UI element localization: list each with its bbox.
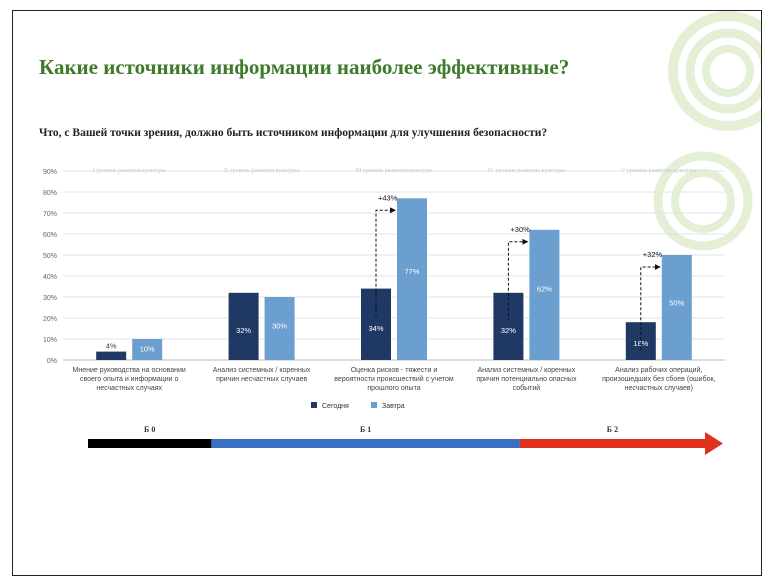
y-tick-label: 90% xyxy=(43,169,57,176)
category-label: причин несчастных случаев xyxy=(216,376,307,383)
data-label: 34% xyxy=(368,324,383,333)
group-header: II уровень развития культуры xyxy=(224,168,299,174)
decorative-logo-arcs xyxy=(653,11,761,251)
category-label: Анализ рабочих операций, xyxy=(615,366,702,374)
data-label: 77% xyxy=(404,267,419,276)
category-label: несчастных случаев) xyxy=(625,385,693,392)
legend-swatch xyxy=(311,402,317,408)
band-label: Б 2 xyxy=(607,425,618,434)
band-segment xyxy=(88,439,212,448)
chart-question: Что, с Вашей точки зрения, должно быть и… xyxy=(39,127,548,139)
category-label: Оценка рисков - тяжести и xyxy=(351,367,438,374)
y-tick-label: 0% xyxy=(47,358,57,365)
legend-label: Сегодня xyxy=(322,403,349,410)
data-label: 32% xyxy=(501,326,516,335)
change-arrow xyxy=(640,264,661,351)
category-label: причин потенциально опасных xyxy=(476,376,577,383)
data-label: 10% xyxy=(140,344,155,353)
data-label: 62% xyxy=(537,284,552,293)
bar-today xyxy=(96,351,127,360)
y-tick-label: 20% xyxy=(43,316,57,323)
data-label: 32% xyxy=(236,326,251,335)
bar-chart: 0% 10% 20% 30% 40% 50% 60% 70% 80% 90% I уровень р… xyxy=(43,168,725,455)
y-tick-label: 50% xyxy=(43,253,57,260)
y-tick-label: 10% xyxy=(43,337,57,344)
group-header: V уровень развития культуры xyxy=(621,168,696,174)
category-label: несчастных случаях xyxy=(96,385,162,392)
category-label: вероятности происшествий с учетом xyxy=(334,375,454,383)
category-label: своего опыта и информации о xyxy=(80,376,179,383)
band-label: Б 0 xyxy=(144,425,155,434)
category-label: Анализ системных / коренных xyxy=(478,367,576,374)
change-annotation: +30% xyxy=(510,225,530,234)
band-segment xyxy=(211,439,520,448)
group-header: III уровень развития культуры xyxy=(355,168,432,174)
bar-today xyxy=(228,292,259,360)
y-tick-label: 30% xyxy=(43,295,57,302)
y-tick-label: 70% xyxy=(43,211,57,218)
bar-tomorrow xyxy=(132,339,163,360)
y-tick-label: 40% xyxy=(43,274,57,281)
legend-label: Завтра xyxy=(382,403,405,410)
data-label: 50% xyxy=(669,298,684,307)
change-annotation: +43% xyxy=(378,193,398,202)
slide: Какие источники информации наиболее эффе… xyxy=(12,10,762,576)
bar-tomorrow xyxy=(397,198,427,360)
y-tick-label: 80% xyxy=(43,190,57,197)
legend-swatch xyxy=(371,402,377,408)
data-label: 4% xyxy=(106,342,117,351)
group-header: IV уровень развития культуры xyxy=(488,168,565,174)
change-arrow xyxy=(507,238,529,321)
y-tick-label: 60% xyxy=(43,232,57,239)
change-annotation: +32% xyxy=(643,250,663,259)
band-segment xyxy=(519,439,705,448)
change-arrow xyxy=(375,207,396,317)
bar-tomorrow xyxy=(264,297,295,360)
bar-tomorrow xyxy=(661,255,692,360)
slide-title: Какие источники информации наиболее эффе… xyxy=(39,55,570,79)
category-label: Мнение руководства на основании xyxy=(73,367,186,374)
band-arrowhead xyxy=(705,432,723,455)
category-label: событий xyxy=(513,384,541,392)
band-label: Б 1 xyxy=(360,425,371,434)
bar-tomorrow xyxy=(529,229,560,360)
group-header: I уровень развития культуры xyxy=(93,168,166,174)
data-label: 30% xyxy=(272,321,287,330)
category-label: произошедших без сбоев (ошибок, xyxy=(602,375,715,383)
category-label: Анализ системных / коренных xyxy=(213,367,311,374)
category-label: прошлого опыта xyxy=(367,385,420,392)
